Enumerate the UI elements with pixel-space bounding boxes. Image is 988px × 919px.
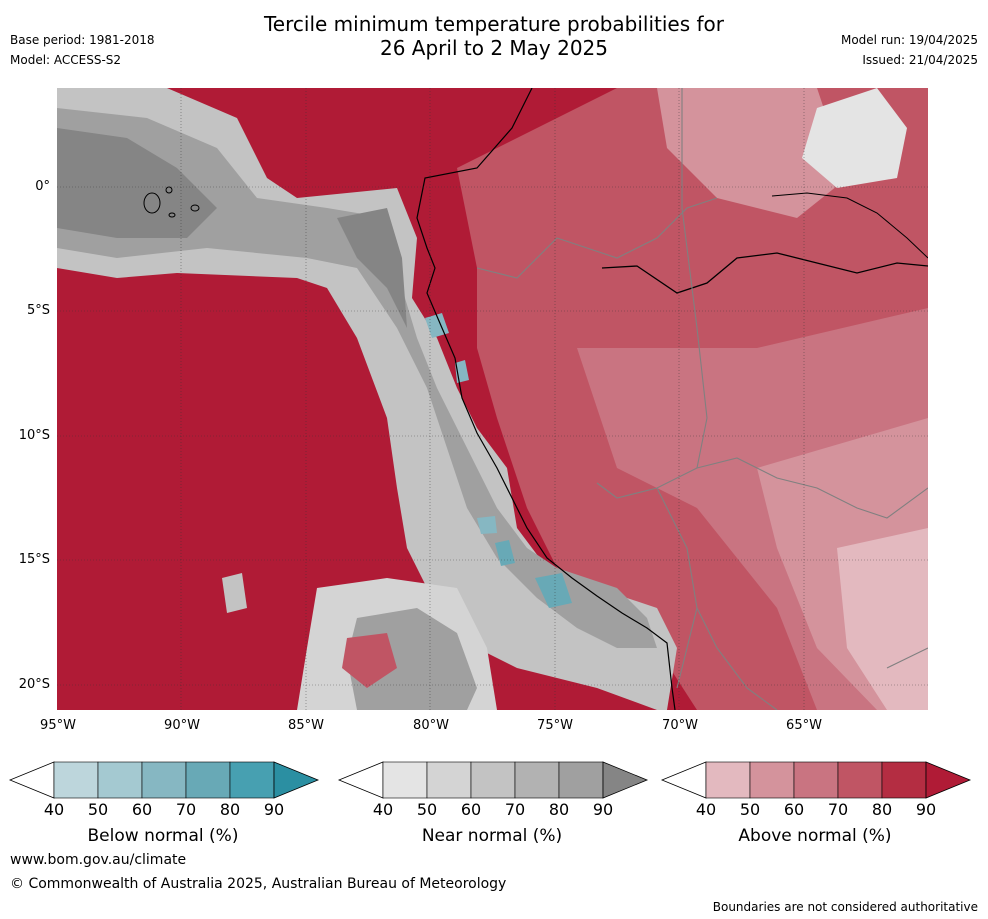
issued-date: Issued: 21/04/2025 bbox=[862, 53, 978, 67]
near-normal-south-core bbox=[347, 608, 477, 710]
near-tick-90: 90 bbox=[592, 800, 614, 819]
above-legend-swatch bbox=[793, 761, 839, 799]
below-normal-3 bbox=[477, 516, 497, 534]
lat-label-20s: 20°S bbox=[18, 677, 50, 692]
above-tick-70: 70 bbox=[827, 800, 849, 819]
above-legend-swatch bbox=[837, 761, 883, 799]
coastline bbox=[416, 88, 676, 710]
above-tick-80: 80 bbox=[871, 800, 893, 819]
above-legend-max-arrow bbox=[925, 761, 972, 799]
below-normal-4 bbox=[495, 540, 515, 566]
below-legend-swatch bbox=[141, 761, 187, 799]
website-link[interactable]: www.bom.gov.au/climate bbox=[10, 852, 187, 868]
model-run: Model run: 19/04/2025 bbox=[840, 33, 978, 47]
near-legend-min-arrow bbox=[337, 761, 384, 799]
above-tick-60: 60 bbox=[783, 800, 805, 819]
meta-left: Base period: 1981-2018 Model: ACCESS-S2 bbox=[10, 30, 155, 70]
land-above-40 bbox=[837, 528, 928, 710]
disclaimer-text: Boundaries are not considered authoritat… bbox=[712, 900, 978, 914]
below-legend-swatch bbox=[97, 761, 143, 799]
copyright-text: © Commonwealth of Australia 2025, Austra… bbox=[10, 876, 507, 892]
above-tick-90: 90 bbox=[915, 800, 937, 819]
lon-label-65w: 65°W bbox=[786, 718, 822, 733]
legend-title-below: Below normal (%) bbox=[87, 826, 239, 846]
above-legend-min-arrow bbox=[660, 761, 707, 799]
north-above-50 bbox=[657, 88, 847, 218]
ne-near-normal bbox=[802, 88, 907, 188]
meta-right: Model run: 19/04/2025 Issued: 21/04/2025 bbox=[841, 30, 978, 70]
above-patch-south bbox=[342, 633, 397, 688]
colorbars bbox=[8, 761, 972, 799]
below-tick-70: 70 bbox=[175, 800, 197, 819]
near-legend-swatch bbox=[558, 761, 604, 799]
near-tick-50: 50 bbox=[416, 800, 438, 819]
lon-label-95w: 95°W bbox=[40, 718, 76, 733]
near-tick-70: 70 bbox=[504, 800, 526, 819]
near-normal-darkest bbox=[57, 128, 217, 238]
below-tick-90: 90 bbox=[263, 800, 285, 819]
lon-label-90w: 90°W bbox=[164, 718, 200, 733]
near-legend-swatch bbox=[470, 761, 516, 799]
base-period: Base period: 1981-2018 bbox=[10, 33, 155, 47]
galapagos-islands bbox=[143, 186, 200, 218]
legend-title-above: Above normal (%) bbox=[738, 826, 892, 846]
below-legend-min-arrow bbox=[8, 761, 55, 799]
below-legend-swatch bbox=[185, 761, 231, 799]
lat-label-10s: 10°S bbox=[18, 428, 50, 443]
title-line-1: Tercile minimum temperature probabilitie… bbox=[263, 12, 725, 36]
lon-label-70w: 70°W bbox=[662, 718, 698, 733]
near-legend-swatch bbox=[382, 761, 428, 799]
above-tick-50: 50 bbox=[739, 800, 761, 819]
below-legend-max-arrow bbox=[273, 761, 320, 799]
lon-label-80w: 80°W bbox=[413, 718, 449, 733]
above-legend-swatch bbox=[881, 761, 927, 799]
model-name: Model: ACCESS-S2 bbox=[10, 53, 122, 67]
map-title: Tercile minimum temperature probabilitie… bbox=[0, 12, 988, 60]
near-legend-max-arrow bbox=[602, 761, 649, 799]
near-tick-60: 60 bbox=[460, 800, 482, 819]
near-normal-core bbox=[57, 108, 657, 648]
river bbox=[601, 252, 928, 294]
river-north bbox=[771, 192, 928, 259]
map-canvas bbox=[57, 88, 928, 710]
below-legend-swatch bbox=[53, 761, 99, 799]
near-legend-swatch bbox=[426, 761, 472, 799]
lon-label-85w: 85°W bbox=[288, 718, 324, 733]
below-tick-80: 80 bbox=[219, 800, 241, 819]
below-normal-5 bbox=[535, 573, 572, 608]
below-legend-swatch bbox=[229, 761, 275, 799]
lat-label-0: 0° bbox=[35, 179, 50, 194]
above-tick-40: 40 bbox=[695, 800, 717, 819]
title-line-2: 26 April to 2 May 2025 bbox=[380, 36, 608, 60]
lat-label-15s: 15°S bbox=[18, 552, 50, 567]
legend-title-near: Near normal (%) bbox=[421, 826, 563, 846]
lon-label-75w: 75°W bbox=[537, 718, 573, 733]
near-normal-dark-coast bbox=[337, 208, 407, 328]
country-borders bbox=[476, 88, 928, 710]
near-normal-small bbox=[222, 573, 247, 613]
below-tick-60: 60 bbox=[131, 800, 153, 819]
near-legend-swatch bbox=[514, 761, 560, 799]
below-tick-40: 40 bbox=[43, 800, 65, 819]
above-legend-swatch bbox=[705, 761, 751, 799]
probability-map bbox=[57, 88, 928, 710]
graticule bbox=[57, 88, 928, 710]
above-legend-swatch bbox=[749, 761, 795, 799]
near-tick-80: 80 bbox=[548, 800, 570, 819]
near-tick-40: 40 bbox=[372, 800, 394, 819]
below-tick-50: 50 bbox=[87, 800, 109, 819]
lat-label-5s: 5°S bbox=[26, 303, 50, 318]
